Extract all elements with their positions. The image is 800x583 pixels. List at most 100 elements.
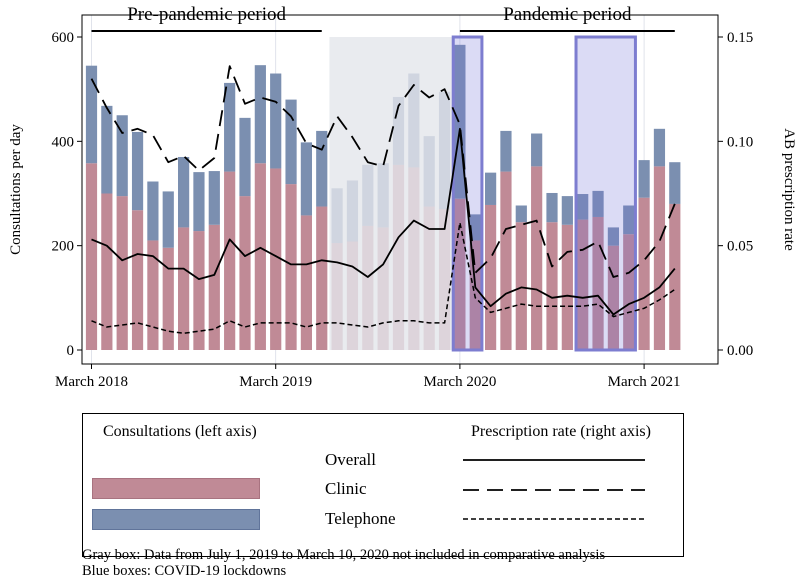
bar-clinic	[162, 247, 174, 350]
bar-clinic	[147, 240, 159, 350]
legend-telephone-swatch	[92, 509, 260, 530]
y-right-tick-label: 0.05	[727, 239, 753, 255]
bar-telephone	[454, 44, 466, 199]
bar-clinic	[577, 219, 589, 350]
bar-telephone	[316, 130, 328, 207]
bar-clinic	[131, 210, 144, 350]
bar-telephone	[423, 136, 435, 207]
legend-telephone-label: Telephone	[325, 509, 396, 528]
bar-clinic	[485, 204, 497, 350]
bar-telephone	[607, 227, 619, 246]
bar-clinic	[85, 163, 98, 350]
bar-telephone	[116, 115, 128, 197]
bar-telephone	[331, 188, 343, 244]
bar-telephone	[669, 162, 681, 204]
bar-telephone	[515, 205, 527, 223]
bar-telephone	[561, 196, 573, 225]
bar-clinic	[408, 167, 420, 350]
bar-clinic	[531, 166, 543, 350]
bar-telephone	[500, 130, 512, 172]
bar-telephone	[131, 131, 144, 211]
bar-clinic	[638, 197, 650, 350]
bar-clinic	[623, 234, 635, 350]
legend-clinic-swatch	[92, 478, 260, 499]
bar-clinic	[592, 216, 604, 350]
y-axis-label: Consultations per day	[8, 124, 24, 255]
y-tick-label: 200	[52, 239, 75, 255]
bar-telephone	[653, 128, 666, 167]
plot-frame	[81, 14, 719, 365]
legend-consultations-header: Consultations (left axis)	[103, 423, 257, 440]
bar-telephone	[346, 180, 359, 242]
bar-clinic	[500, 171, 512, 350]
line-clinic-rate	[90, 65, 676, 278]
bar-telephone	[239, 117, 251, 197]
bar-clinic	[454, 198, 466, 350]
note-blue-boxes: Blue boxes: COVID-19 lockdowns	[82, 563, 287, 579]
legend-prescription-header: Prescription rate (right axis)	[471, 423, 651, 440]
y-right-tick-label: 0.15	[727, 30, 753, 46]
bar-clinic	[224, 171, 236, 350]
bar-clinic	[178, 227, 190, 350]
bar-telephone	[193, 172, 205, 232]
pandemic-label: Pandemic period	[503, 4, 632, 25]
bar-telephone	[392, 96, 405, 165]
bar-telephone	[438, 91, 451, 210]
x-tick-label: March 2018	[55, 374, 128, 390]
y-tick-label: 0	[67, 343, 75, 359]
bar-clinic	[423, 206, 435, 350]
pre-pandemic-label: Pre-pandemic period	[127, 4, 286, 25]
bar-telephone	[224, 82, 236, 172]
bar-clinic	[607, 245, 619, 350]
legend-clinic-label: Clinic	[325, 479, 367, 498]
bar-telephone	[85, 65, 98, 164]
bar-clinic	[438, 209, 451, 350]
bar-clinic	[515, 222, 527, 350]
bar-telephone	[592, 190, 604, 217]
lockdown-box	[574, 35, 637, 352]
bar-telephone	[531, 133, 543, 167]
bar-telephone	[178, 156, 190, 228]
bar-telephone	[485, 172, 497, 205]
bar-clinic	[116, 196, 128, 350]
bar-telephone	[285, 99, 297, 185]
bar-clinic	[362, 225, 374, 350]
gray-exclusion-box	[329, 37, 453, 350]
bar-clinic	[377, 227, 389, 350]
y-right-tick-label: 0.00	[727, 343, 753, 359]
lockdown-box	[451, 35, 484, 352]
bar-telephone	[208, 171, 220, 225]
bar-clinic	[101, 193, 113, 350]
bar-clinic	[254, 163, 266, 350]
bar-clinic	[392, 164, 405, 350]
bar-telephone	[408, 73, 420, 168]
bar-clinic	[285, 184, 297, 350]
legend-line-keys	[463, 459, 645, 520]
bar-telephone	[254, 65, 266, 164]
legend-overall-label: Overall	[325, 450, 376, 469]
bar-telephone	[270, 73, 282, 169]
x-tick-label: March 2020	[423, 374, 496, 390]
bar-clinic	[239, 196, 251, 350]
bar-clinic	[331, 243, 343, 350]
x-tick-label: March 2019	[239, 374, 312, 390]
note-gray-box: Gray box: Data from July 1, 2019 to Marc…	[82, 547, 606, 563]
bar-clinic	[316, 206, 328, 350]
bar-clinic	[653, 166, 666, 350]
bar-clinic	[561, 224, 573, 350]
bar-telephone	[546, 192, 558, 223]
legend: Consultations (left axis) Prescription r…	[82, 413, 684, 557]
bar-telephone	[300, 142, 312, 216]
bar-telephone	[638, 160, 650, 198]
line-telephone-rate	[91, 221, 676, 335]
y-right-tick-label: 0.10	[727, 134, 753, 150]
bar-telephone	[147, 181, 159, 241]
bar-telephone	[469, 214, 481, 241]
bar-telephone	[623, 205, 635, 235]
bar-telephone	[377, 163, 389, 228]
bar-clinic	[669, 203, 681, 350]
bar-clinic	[193, 231, 205, 350]
bar-clinic	[300, 215, 312, 350]
bar-telephone	[162, 191, 174, 248]
bar-telephone	[362, 164, 374, 226]
